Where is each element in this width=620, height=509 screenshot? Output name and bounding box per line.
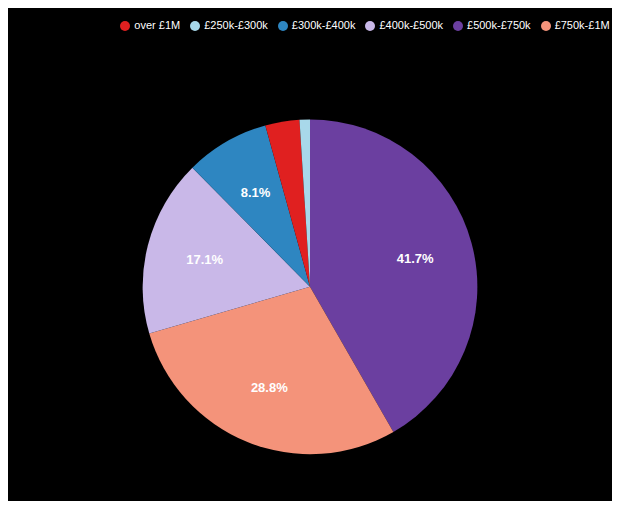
svg-text:41.7%: 41.7% [397, 251, 434, 266]
html-text:£300k-£400k: £300k-£400k [291, 19, 356, 31]
html-text:£500k-£750k: £500k-£750k [467, 19, 531, 31]
svg-text:17.1%: 17.1% [186, 252, 223, 267]
html-text:£750k-£1M: £750k-£1M [554, 19, 610, 31]
html-text:£400k-£500k: £400k-£500k [379, 19, 443, 31]
svg-text:8.1%: 8.1% [241, 185, 271, 200]
html-text:£250k-£300k: £250k-£300k [204, 19, 268, 31]
svg-text:28.8%: 28.8% [251, 380, 288, 395]
html-text:over £1M: over £1M [134, 19, 181, 31]
